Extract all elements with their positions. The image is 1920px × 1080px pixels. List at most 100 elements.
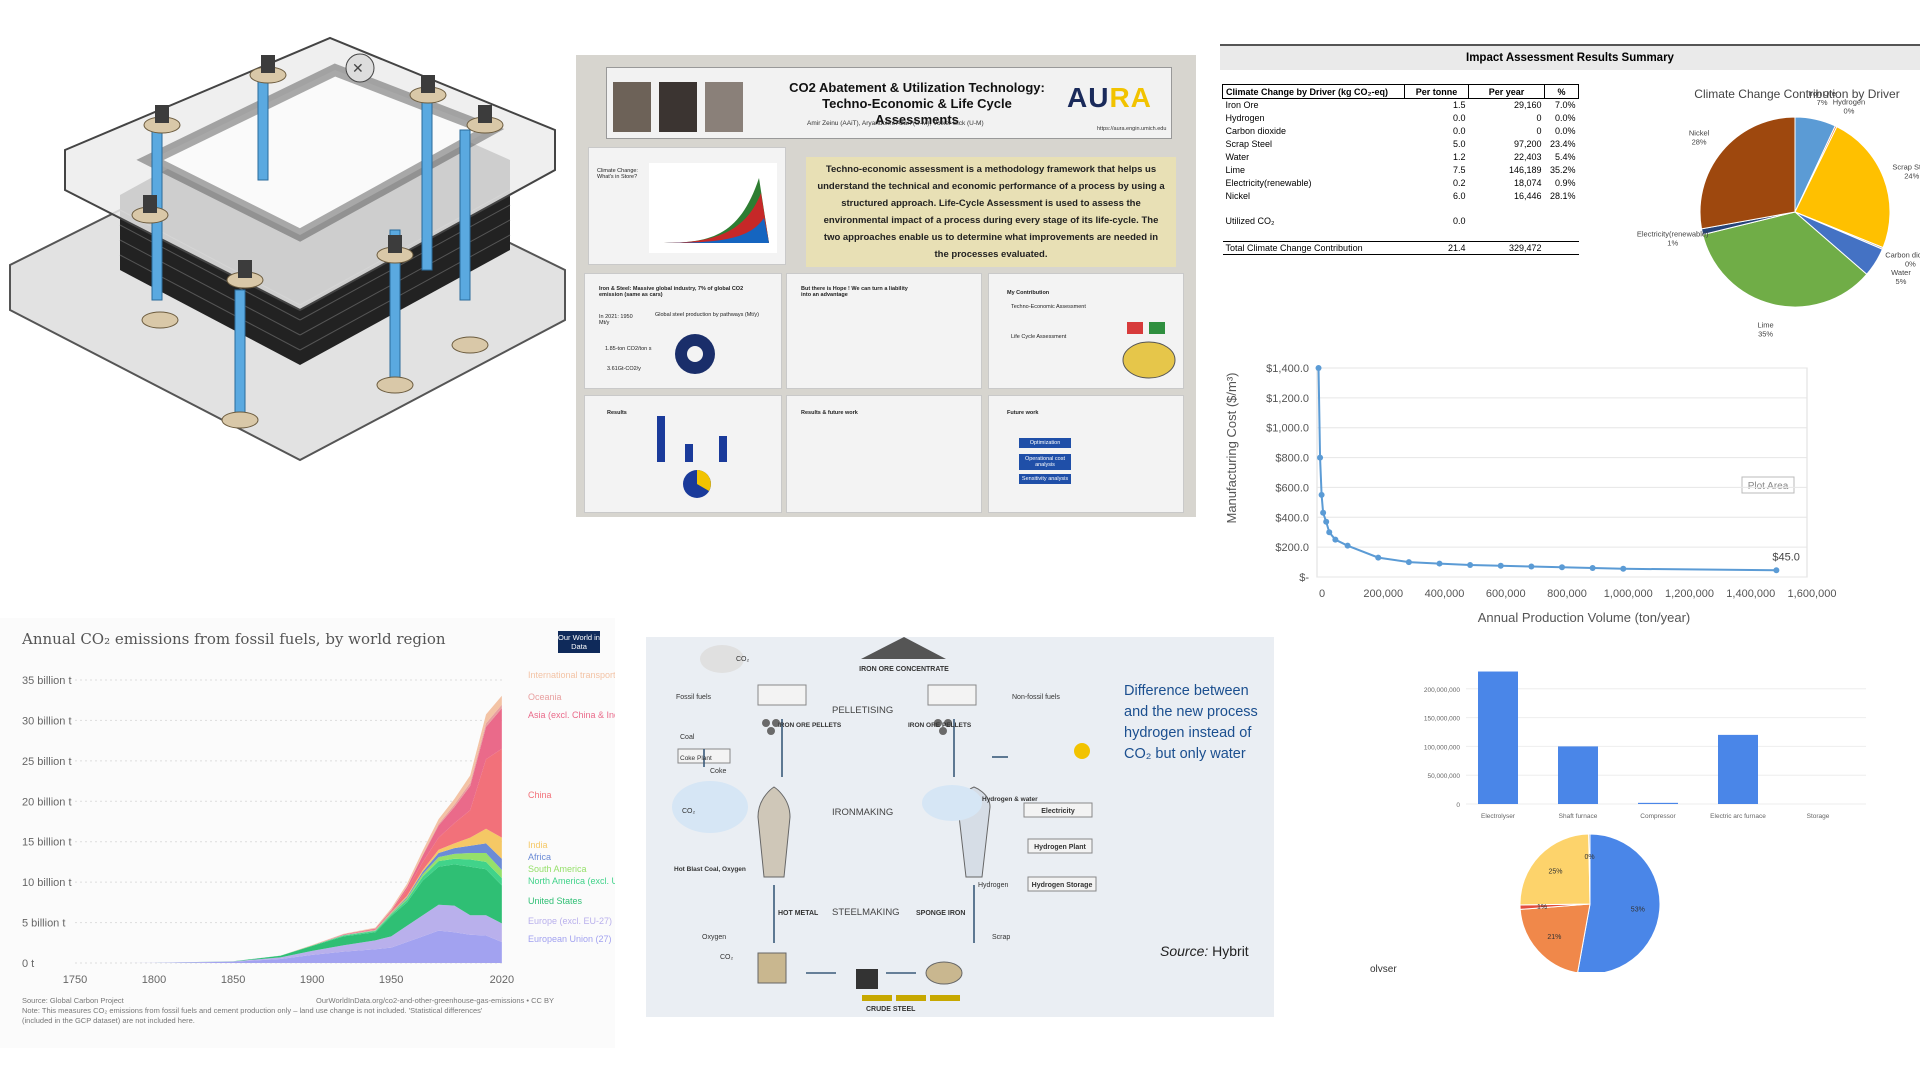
pie-label-pct: 1% bbox=[1667, 239, 1678, 248]
y-tick-label: 30 billion t bbox=[22, 715, 72, 727]
cost-data-point bbox=[1317, 454, 1324, 461]
x-tick-label: 0 bbox=[1319, 588, 1325, 600]
aura-logo: AURA bbox=[1067, 82, 1152, 113]
pellets-label: IRON ORE PELLETS bbox=[908, 722, 972, 729]
table-row: Lime 7.5 146,189 35.2% bbox=[1225, 165, 1576, 175]
y-tick-label: 100,000,000 bbox=[1424, 744, 1461, 751]
co2-label: CO₂ bbox=[682, 808, 696, 815]
cost-data-point bbox=[1318, 491, 1325, 498]
results-future-box: Results & future work bbox=[786, 395, 982, 513]
hot-metal-label: HOT METAL bbox=[778, 910, 819, 917]
cost-data-point bbox=[1467, 562, 1474, 569]
pie-label-name: Iron Ore bbox=[1808, 89, 1836, 98]
co2-area-chart: 0 t 5 billion t 10 billion t 15 billion t 20… bbox=[22, 670, 615, 986]
table-row: Electricity(renewable) 0.2 18,074 0.9% bbox=[1225, 178, 1576, 188]
plot-area-tag: Plot Area bbox=[1741, 476, 1795, 494]
impact-pie-title: Climate Change Contribution by Driver bbox=[1694, 87, 1899, 101]
impact-pie-slice bbox=[1699, 116, 1796, 230]
coke-plant-label: Coke Plant bbox=[680, 755, 712, 762]
coke-label: Coke bbox=[710, 768, 726, 775]
poster-intro: Techno-economic assessment is a methodol… bbox=[806, 157, 1176, 267]
x-tick-label: 600,000 bbox=[1486, 588, 1526, 600]
y-tick-label: $600.0 bbox=[1275, 482, 1309, 494]
stage-pelletising: PELLETISING bbox=[832, 705, 893, 716]
cost-data-point bbox=[1326, 529, 1333, 536]
hybrit-process-diagram: IRON ORE CONCENTRATE Fossil fuels Non-fo… bbox=[646, 637, 1274, 1017]
table-row: Hydrogen 0.0 0 0.0% bbox=[1225, 113, 1576, 123]
co2-chart-title: Annual CO₂ emissions from fossil fuels, … bbox=[22, 630, 446, 648]
cost-data-point bbox=[1405, 559, 1412, 566]
y-tick-label: $1,200.0 bbox=[1266, 393, 1309, 405]
cost-x-axis-label: Annual Production Volume (ton/year) bbox=[1478, 610, 1690, 625]
share-pie-slice bbox=[1519, 833, 1591, 906]
crude-steel-label: CRUDE STEEL bbox=[866, 1006, 916, 1013]
cost-data-point bbox=[1559, 564, 1565, 571]
series-legend-label: United States bbox=[528, 896, 583, 906]
impact-pie-slice bbox=[1794, 126, 1891, 249]
stage-steelmaking: STEELMAKING bbox=[832, 907, 900, 918]
table-row: Water 1.2 22,403 5.4% bbox=[1225, 152, 1576, 162]
cost-data-point bbox=[1375, 554, 1382, 561]
y-tick-label: 35 billion t bbox=[22, 675, 72, 687]
total-row: Total Climate Change Contribution 21.4 329… bbox=[1222, 241, 1579, 255]
pie-label-pct: 24% bbox=[1904, 171, 1919, 180]
y-tick-label: $- bbox=[1299, 572, 1309, 584]
owid-logo: Our World in Data bbox=[558, 631, 600, 653]
cost-data-point bbox=[1497, 562, 1504, 569]
share-pie-slice bbox=[1577, 833, 1661, 972]
series-legend-label: Africa bbox=[528, 852, 551, 862]
pie-label-name: Electricity(renewable) bbox=[1637, 230, 1709, 239]
stack-illustration: ✕ bbox=[9, 36, 566, 462]
hybrit-source: Source: Hybrit bbox=[1160, 943, 1249, 959]
equipment-bar bbox=[1718, 734, 1758, 804]
table-row: Iron Ore 1.5 29,160 7.0% bbox=[1225, 100, 1576, 111]
y-tick-label: 50,000,000 bbox=[1427, 773, 1460, 780]
author-photo bbox=[705, 82, 743, 132]
svg-text:✕: ✕ bbox=[352, 60, 364, 76]
pie-footer-label: olyser bbox=[1370, 964, 1397, 972]
pie-data-label: 1% bbox=[1537, 904, 1547, 911]
pie-label-pct: 28% bbox=[1692, 138, 1707, 147]
impact-pie-chart: Climate Change Contribution by Driver Ir… bbox=[1637, 87, 1920, 339]
results-box: Results bbox=[584, 395, 782, 513]
x-tick-label: 800,000 bbox=[1547, 588, 1587, 600]
series-legend-label: South America bbox=[528, 864, 587, 874]
emission-area bbox=[75, 864, 502, 963]
oxygen-label: Oxygen bbox=[702, 934, 726, 941]
contribution-box: My Contribution Techno-Economic Assessme… bbox=[988, 273, 1184, 389]
future-work-box: Future work Optimization Operational cos… bbox=[988, 395, 1184, 513]
poster-title: CO2 Abatement & Utilization Technology: T… bbox=[789, 80, 1045, 127]
hope-box: But there is Hope ! We can turn a liabil… bbox=[786, 273, 982, 389]
x-tick-label: 1950 bbox=[379, 974, 403, 986]
impact-assessment-sheet: Impact Assessment Results Summary Climat… bbox=[1220, 42, 1920, 347]
impact-table: Climate Change by Driver (kg CO₂-eq) Per … bbox=[1222, 84, 1579, 255]
series-legend-label: International transport bbox=[528, 670, 615, 680]
hydrogen-label: Hydrogen bbox=[978, 882, 1008, 889]
pie-label-pct: 5% bbox=[1896, 277, 1907, 286]
x-tick-label: 1,600,000 bbox=[1788, 588, 1837, 600]
iron-steel-box: Iron & Steel: Massive global industry, 7… bbox=[584, 273, 782, 389]
co2-label: CO₂ bbox=[736, 656, 750, 663]
series-legend-label: European Union (27) bbox=[528, 934, 612, 944]
cost-data-point bbox=[1528, 563, 1535, 570]
series-legend-label: Oceania bbox=[528, 692, 562, 702]
cost-data-point bbox=[1320, 509, 1327, 516]
electricity-label: Electricity bbox=[1041, 808, 1075, 815]
share-pie-slice bbox=[1588, 833, 1591, 905]
y-tick-label: 15 billion t bbox=[22, 837, 72, 849]
table-row: Nickel 6.0 16,446 28.1% bbox=[1225, 191, 1576, 201]
pie-label-name: Scrap Steel bbox=[1892, 162, 1920, 171]
sponge-iron-label: SPONGE IRON bbox=[916, 910, 965, 917]
cost-data-point bbox=[1589, 565, 1596, 572]
y-tick-label: $1,000.0 bbox=[1266, 423, 1309, 435]
cost-data-point bbox=[1436, 560, 1443, 567]
co2-source: Source: Global Carbon Project bbox=[22, 996, 124, 1005]
y-tick-label: 5 billion t bbox=[22, 918, 65, 930]
equipment-bar bbox=[1558, 746, 1598, 804]
series-legend-label: North America (excl. USA) bbox=[528, 876, 615, 886]
manufacturing-cost-chart: Manufacturing Cost ($/m³) Annual Product… bbox=[1222, 350, 1862, 630]
